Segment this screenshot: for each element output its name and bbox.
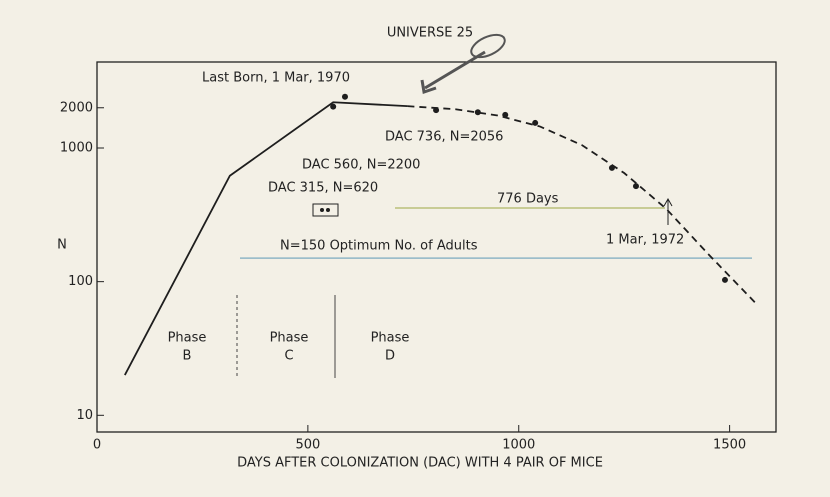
data-point [608, 164, 615, 171]
pointer-scribble [470, 33, 506, 59]
data-point [330, 103, 337, 110]
marker-dot [320, 208, 324, 212]
data-point [341, 93, 348, 100]
x-tick-label: 500 [295, 438, 320, 453]
reference-label: N=150 Optimum No. of Adults [280, 239, 478, 254]
data-point [433, 107, 440, 114]
marker-dot [326, 208, 330, 212]
annotation: Last Born, 1 Mar, 1970 [202, 71, 350, 86]
chart-title: UNIVERSE 25 [387, 26, 473, 41]
data-point [721, 276, 728, 283]
annotation: DAC 560, N=2200 [302, 158, 420, 173]
annotation: 776 Days [497, 192, 559, 207]
phase-letter: C [284, 349, 293, 364]
phase-letter: D [385, 349, 395, 364]
pointer-arrow-head [420, 79, 437, 94]
phase-label: Phase [168, 331, 207, 346]
y-tick-label: 2000 [60, 100, 93, 115]
population-line [407, 105, 756, 303]
phase-label: Phase [270, 331, 309, 346]
phase-label: Phase [371, 331, 410, 346]
x-tick-label: 1500 [713, 438, 746, 453]
annotation: DAC 736, N=2056 [385, 130, 503, 145]
x-tick-label: 0 [93, 438, 101, 453]
plot-frame [96, 61, 777, 433]
x-tick-label: 1000 [502, 438, 535, 453]
x-axis-label: DAYS AFTER COLONIZATION (DAC) WITH 4 PAI… [237, 456, 603, 471]
marker-box [312, 203, 339, 217]
y-axis-label: N [57, 238, 67, 253]
y-tick-label: 100 [68, 274, 93, 289]
phase-letter: B [183, 349, 192, 364]
data-point [502, 111, 509, 118]
y-tick-label: 10 [76, 408, 93, 423]
data-point [532, 119, 539, 126]
y-tick-label: 1000 [60, 140, 93, 155]
annotation: DAC 315, N=620 [268, 181, 378, 196]
annotation: 1 Mar, 1972 [606, 233, 684, 248]
population-line [124, 101, 408, 376]
data-point [474, 109, 481, 116]
pointer-arrow [424, 50, 486, 90]
data-point [632, 183, 639, 190]
annotation-arrow-head [663, 197, 673, 207]
